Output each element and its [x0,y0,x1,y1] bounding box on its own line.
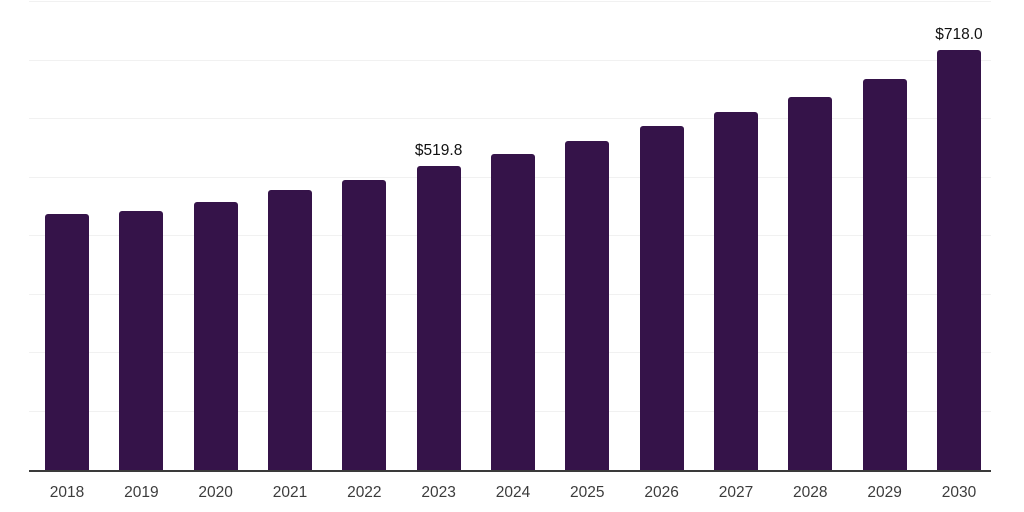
bar-2021 [267,190,312,470]
x-tick-label-2027: 2027 [718,484,754,501]
x-axis-line [29,470,991,472]
x-tick-label-2022: 2022 [347,484,382,501]
gridline-700 [29,59,991,61]
gridline-600 [29,118,991,119]
bar-2030 [936,49,981,470]
x-tick-label-2026: 2026 [644,484,679,501]
x-tick-label-2023: 2023 [421,484,456,501]
x-tick-label-2024: 2024 [495,484,531,501]
bar-2022 [342,179,387,470]
bar-2028 [788,96,833,470]
x-tick-label-2018: 2018 [49,484,85,501]
x-tick-label-2019: 2019 [124,484,159,501]
bar-2020 [193,201,238,470]
bar-2029 [862,78,907,470]
bar-2025 [565,141,610,470]
x-tick-label-2030: 2030 [941,484,977,501]
data-label-2030: $718.0 [935,26,983,44]
bar-2023 [416,165,461,470]
x-tick-label-2028: 2028 [793,484,828,501]
x-tick-label-2020: 2020 [198,484,233,501]
bar-2027 [713,111,758,470]
x-tick-label-2021: 2021 [272,484,308,501]
x-tick-label-2025: 2025 [570,484,605,501]
bar-2018 [45,213,89,470]
data-label-2023: $519.8 [414,142,463,160]
gridline-800 [29,1,991,2]
x-tick-label-2029: 2029 [867,484,902,501]
plot-area: $519.8 $718.0 [29,1,991,470]
bar-2019 [119,211,164,470]
bar-2024 [490,154,535,470]
bar-2026 [639,126,684,470]
